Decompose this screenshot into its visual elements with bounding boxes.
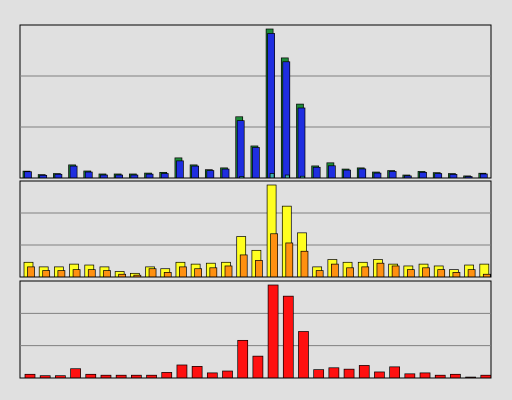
middle-series-1-bar <box>437 269 446 278</box>
top-series-1-bar <box>449 174 458 179</box>
middle-series-1-bar <box>315 270 324 278</box>
top-series-1-bar <box>328 165 336 179</box>
top-series-1-bar <box>54 173 63 179</box>
top-series-1-bar <box>343 169 351 179</box>
top-series-1-bar <box>373 172 382 179</box>
bottom-series-0-bar <box>252 355 264 379</box>
bottom-series-0-bar <box>267 284 279 379</box>
bottom-series-0-bar <box>389 366 400 379</box>
middle-series-1-bar <box>376 262 385 278</box>
top-series-1-bar <box>252 147 260 179</box>
middle-series-1-bar <box>452 272 461 278</box>
middle-series-1-bar <box>346 267 354 278</box>
top-series-1-bar <box>69 165 78 179</box>
middle-series-1-bar <box>239 254 248 278</box>
top-series-1-bar <box>191 165 199 179</box>
bottom-series-0-bar <box>404 373 416 379</box>
top-series-1-bar <box>267 33 275 179</box>
top-series-1-bar <box>160 173 169 179</box>
top-series-1-bar <box>479 173 488 179</box>
top-series-1-bar <box>24 171 32 179</box>
bottom-series-0-bar <box>191 366 203 379</box>
top-series-1-bar <box>145 173 154 179</box>
top-series-1-bar <box>419 171 427 179</box>
top-series-1-bar <box>176 160 184 179</box>
middle-series-1-bar <box>224 265 233 278</box>
middle-series-1-bar <box>270 233 278 278</box>
top-series-1-bar <box>206 170 215 179</box>
bottom-series-0-bar <box>161 372 173 379</box>
bottom-series-0-bar <box>313 369 325 379</box>
middle-series-1-bar <box>467 269 476 278</box>
bottom-series-0-bar <box>328 367 340 379</box>
middle-series-1-bar <box>72 269 81 278</box>
middle-series-1-bar <box>422 267 430 278</box>
top-series-1-bar <box>282 61 291 179</box>
bottom-series-0-bar <box>343 368 355 379</box>
top-series-1-bar <box>221 168 230 179</box>
middle-series-1-bar <box>361 266 370 278</box>
top-series-1-bar <box>312 166 321 179</box>
middle-series-1-bar <box>300 250 309 278</box>
middle-series-1-bar <box>331 263 339 278</box>
bottom-series-0-bar <box>298 331 309 379</box>
middle-series-1-bar <box>179 266 187 278</box>
middle-series-1-bar <box>148 268 157 278</box>
bottom-series-0-bar <box>85 373 97 379</box>
middle-series-1-bar <box>42 270 51 278</box>
bottom-series-0-bar <box>374 371 385 379</box>
middle-series-1-bar <box>194 268 202 278</box>
panel-bottom <box>19 280 492 379</box>
top-series-2-bar <box>269 173 275 179</box>
middle-series-1-bar <box>163 272 172 278</box>
middle-series-1-bar <box>27 266 35 278</box>
bottom-series-0-bar <box>419 372 431 379</box>
bottom-series-0-bar <box>222 370 233 379</box>
top-series-1-bar <box>358 168 367 179</box>
panel-middle <box>19 180 492 278</box>
top-series-1-bar <box>236 120 245 179</box>
middle-series-1-bar <box>209 267 218 278</box>
bottom-series-0-bar <box>282 295 294 379</box>
bottom-series-0-bar <box>24 373 36 379</box>
top-series-1-bar <box>84 171 93 179</box>
top-series-1-bar <box>434 173 443 179</box>
middle-series-1-bar <box>57 270 66 278</box>
middle-series-1-bar <box>103 270 111 278</box>
middle-series-1-bar <box>285 242 294 278</box>
bottom-series-0-bar <box>206 372 218 379</box>
top-series-1-bar <box>388 171 397 179</box>
bottom-series-0-bar <box>237 339 249 379</box>
panel-top <box>19 24 492 179</box>
middle-series-1-bar <box>406 269 415 278</box>
bottom-series-0-bar <box>176 364 188 379</box>
top-series-1-bar <box>297 107 306 179</box>
bottom-series-0-bar <box>358 365 370 379</box>
middle-series-1-bar <box>255 260 263 278</box>
middle-series-1-bar <box>87 269 96 278</box>
middle-series-1-bar <box>391 265 400 278</box>
bottom-series-0-bar <box>450 373 461 379</box>
bottom-series-0-bar <box>70 368 81 379</box>
